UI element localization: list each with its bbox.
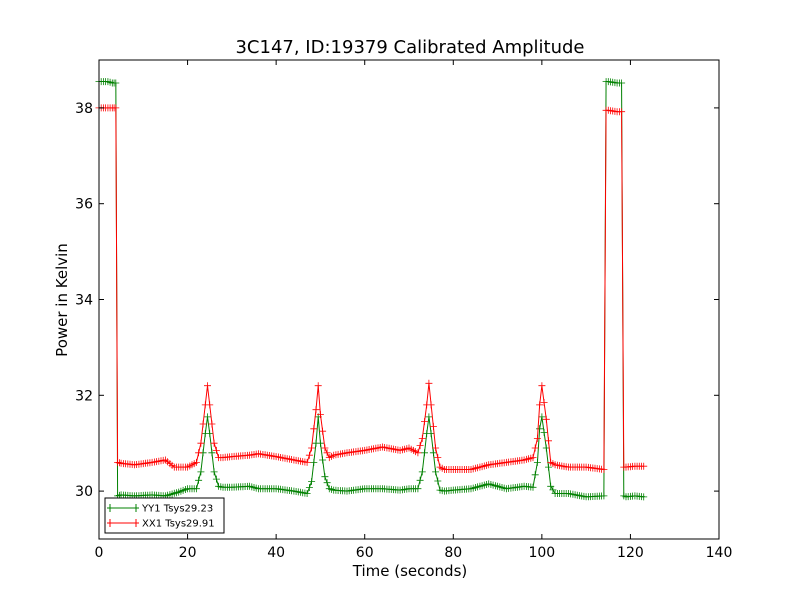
y-tick-label: 38 xyxy=(75,101,93,117)
legend-label: XX1 Tsys29.91 xyxy=(142,519,215,530)
x-tick-label: 80 xyxy=(444,545,462,561)
series-layer xyxy=(95,78,648,501)
ticks-layer: 0 20 40 60 80 100 120 140 30 32 34 36 38 xyxy=(75,60,732,561)
y-tick-label: 30 xyxy=(75,484,93,500)
chart-title: 3C147, ID:19379 Calibrated Amplitude xyxy=(235,37,584,58)
y-tick-label: 34 xyxy=(75,293,93,309)
legend-label: YY1 Tsys29.23 xyxy=(141,504,213,515)
x-tick-label: 100 xyxy=(528,545,555,561)
x-tick-label: 60 xyxy=(356,545,374,561)
x-axis-label: Time (seconds) xyxy=(352,562,468,580)
legend-marker xyxy=(107,504,139,512)
x-tick-label: 20 xyxy=(179,545,197,561)
legend-entry-1: YY1 Tsys29.23 xyxy=(107,504,213,515)
plot-frame xyxy=(98,59,720,540)
legend-box xyxy=(104,497,225,534)
legend: YY1 Tsys29.23 XX1 Tsys29.91 xyxy=(104,497,225,534)
series-2 xyxy=(95,104,648,473)
legend-marker xyxy=(107,519,139,527)
x-tick-label: 140 xyxy=(706,545,733,561)
legend-entry-2: XX1 Tsys29.91 xyxy=(107,519,215,530)
y-tick-label: 36 xyxy=(75,197,93,213)
x-tick-label: 0 xyxy=(95,545,104,561)
x-tick-label: 40 xyxy=(267,545,285,561)
x-tick-label: 120 xyxy=(617,545,644,561)
y-tick-label: 32 xyxy=(75,388,93,404)
y-axis-label: Power in Kelvin xyxy=(53,243,71,357)
